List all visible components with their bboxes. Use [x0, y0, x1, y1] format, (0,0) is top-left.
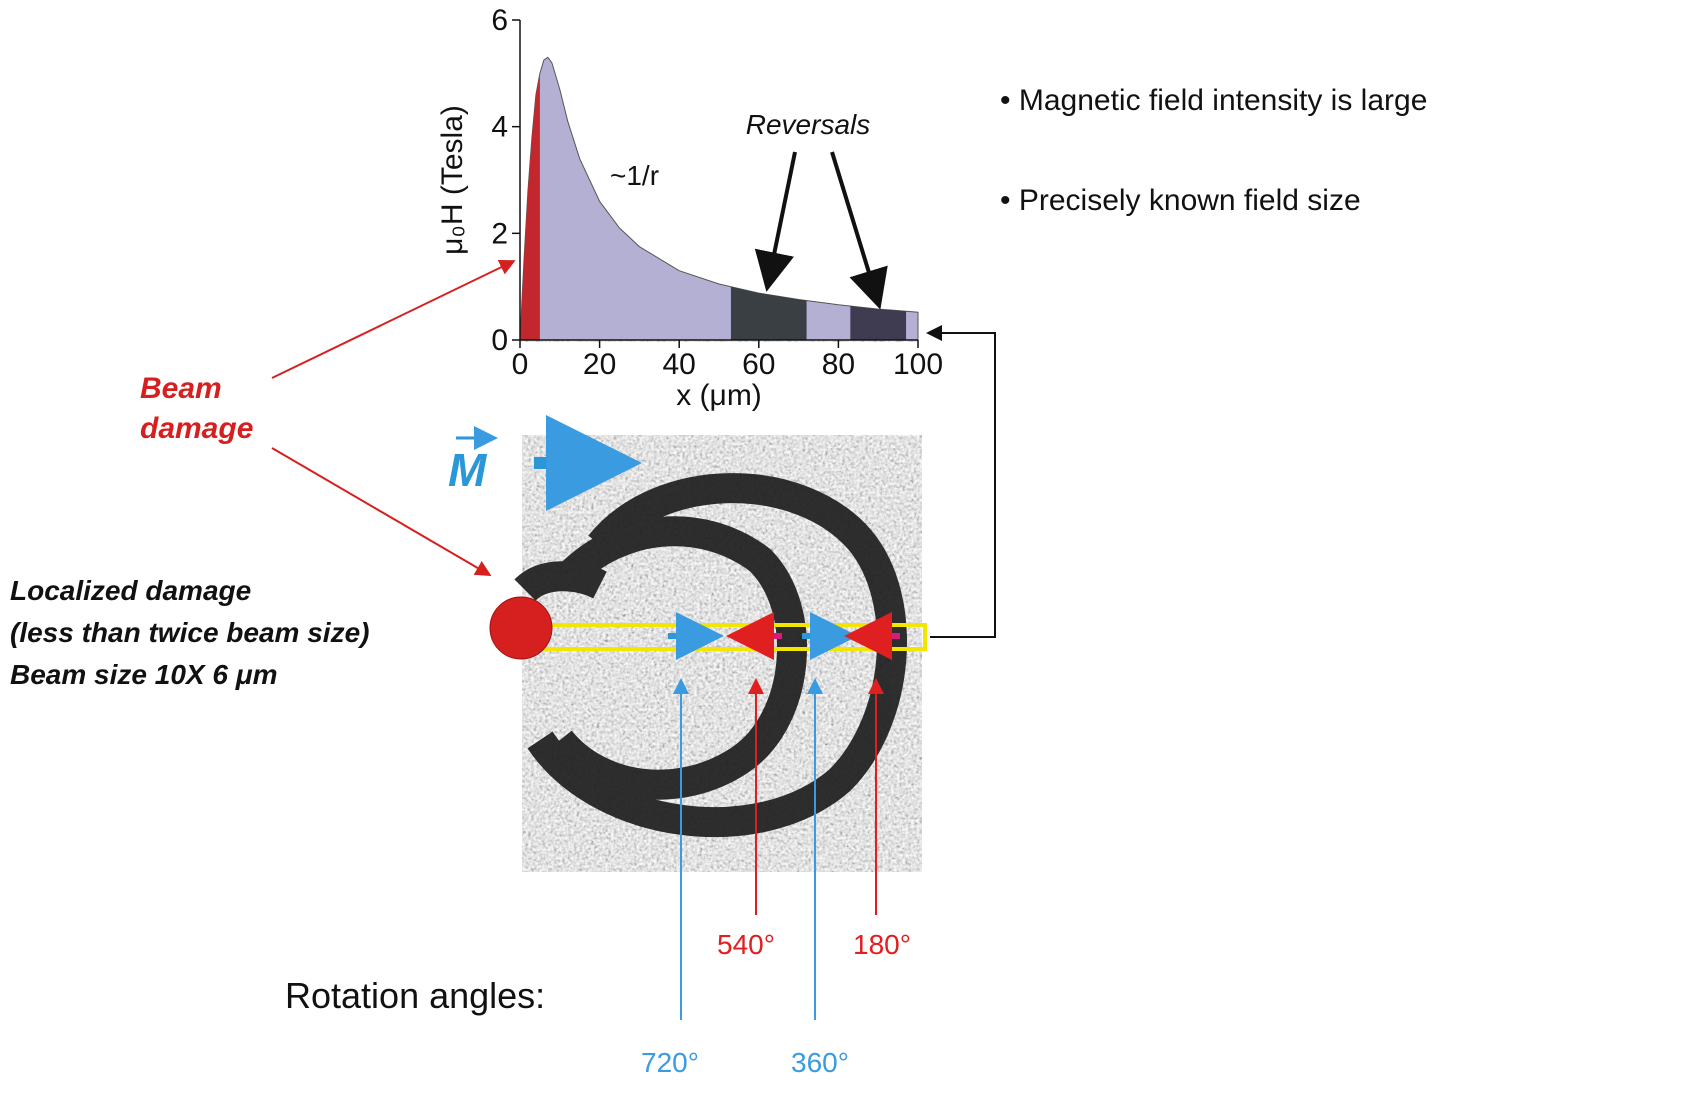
label: Beam	[140, 372, 222, 405]
y-axis-label: μ₀H (Tesla)	[436, 105, 469, 255]
label: M	[448, 444, 488, 496]
bullet: • Precisely known field size	[1000, 184, 1361, 217]
label: Beam size 10X 6 μm	[10, 659, 277, 690]
y-tick-label: 2	[491, 217, 508, 250]
figure: 0246020406080100 μ₀H (Tesla) x (μm) ~1/r…	[0, 0, 1686, 1101]
ring	[525, 576, 600, 590]
x-tick-label: 0	[512, 348, 529, 381]
beam-spot	[490, 597, 552, 659]
bullet-text: Magnetic field intensity is large	[1019, 84, 1428, 117]
annotation: Reversals	[746, 109, 870, 140]
angle-label: 180°	[853, 929, 911, 960]
x-tick-label: 20	[583, 348, 616, 381]
bullet: • Magnetic field intensity is large	[1000, 84, 1427, 117]
bullet-text: Precisely known field size	[1019, 184, 1361, 217]
x-tick-label: 40	[663, 348, 696, 381]
x-tick-label: 100	[893, 348, 943, 381]
label: (less than twice beam size)	[10, 617, 369, 648]
angle-label: 720°	[641, 1047, 699, 1078]
label: Rotation angles:	[285, 975, 545, 1016]
band	[850, 20, 906, 340]
y-tick-label: 0	[491, 324, 508, 357]
area	[520, 57, 918, 340]
arrow	[272, 262, 512, 378]
x-tick-label: 80	[822, 348, 855, 381]
x-tick-label: 60	[742, 348, 775, 381]
annotation: ~1/r	[610, 160, 659, 191]
label: damage	[140, 412, 253, 445]
label: Localized damage	[10, 575, 251, 606]
y-tick-label: 4	[491, 111, 508, 144]
angle-label: 360°	[791, 1047, 849, 1078]
angle-label: 540°	[717, 929, 775, 960]
band	[731, 20, 807, 340]
arrow	[832, 152, 878, 302]
y-tick-label: 6	[491, 4, 508, 37]
xmcd-image	[490, 435, 925, 872]
band	[520, 20, 540, 340]
x-axis-label: x (μm)	[676, 379, 762, 412]
arrow	[768, 152, 795, 284]
